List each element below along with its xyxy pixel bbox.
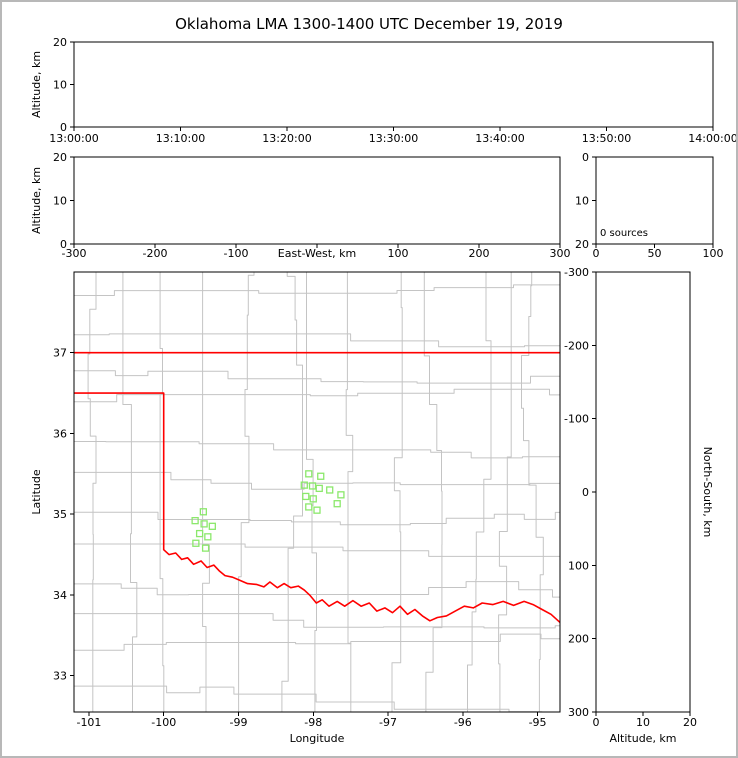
- svg-text:-101: -101: [76, 716, 101, 729]
- svg-text:-100: -100: [151, 716, 176, 729]
- svg-text:Altitude, km: Altitude, km: [30, 167, 43, 234]
- svg-text:0: 0: [582, 486, 589, 499]
- svg-text:13:40:00: 13:40:00: [475, 132, 524, 145]
- svg-text:100: 100: [568, 559, 589, 572]
- svg-text:20: 20: [575, 238, 589, 251]
- svg-text:Altitude, km: Altitude, km: [30, 51, 43, 118]
- svg-text:-96: -96: [454, 716, 472, 729]
- map-layers: [74, 272, 560, 712]
- svg-text:10: 10: [575, 195, 589, 208]
- svg-text:20: 20: [683, 716, 697, 729]
- svg-text:36: 36: [53, 427, 67, 440]
- svg-text:-300: -300: [62, 247, 87, 260]
- svg-text:Altitude, km: Altitude, km: [609, 732, 676, 745]
- svg-text:0: 0: [60, 121, 67, 134]
- svg-text:13:30:00: 13:30:00: [369, 132, 418, 145]
- svg-text:37: 37: [53, 347, 67, 360]
- svg-text:0: 0: [593, 716, 600, 729]
- svg-text:20: 20: [53, 36, 67, 49]
- svg-text:200: 200: [469, 247, 490, 260]
- svg-text:0: 0: [593, 247, 600, 260]
- svg-text:-200: -200: [564, 339, 589, 352]
- svg-text:-95: -95: [529, 716, 547, 729]
- svg-text:300: 300: [568, 706, 589, 719]
- svg-text:East-West, km: East-West, km: [278, 247, 356, 260]
- svg-text:33: 33: [53, 670, 67, 683]
- svg-text:-200: -200: [143, 247, 168, 260]
- panel-time-height: 13:00:00 13:10:00 13:20:00 13:30:00 13:40:00…: [30, 36, 736, 145]
- svg-text:35: 35: [53, 508, 67, 521]
- svg-text:20: 20: [53, 151, 67, 164]
- svg-text:-300: -300: [564, 266, 589, 279]
- county-lines: [74, 272, 560, 712]
- svg-text:13:50:00: 13:50:00: [582, 132, 631, 145]
- svg-text:13:00:00: 13:00:00: [49, 132, 98, 145]
- svg-text:10: 10: [53, 195, 67, 208]
- svg-text:0: 0: [582, 151, 589, 164]
- panel-east-west-altitude: -300 -200 -100 100 200 300 East-West, km 0 10 20 A…: [30, 151, 571, 260]
- source-count-annotation: 0 sources: [600, 228, 648, 239]
- svg-text:-100: -100: [224, 247, 249, 260]
- svg-text:-99: -99: [230, 716, 248, 729]
- state-border: [74, 351, 560, 623]
- svg-text:34: 34: [53, 589, 67, 602]
- svg-text:Latitude: Latitude: [30, 469, 43, 515]
- panel-altitude-north-south: 0 10 20 Altitude, km 300 200 100 0 -100 -200 -300 N…: [564, 266, 714, 745]
- svg-text:0: 0: [60, 238, 67, 251]
- svg-text:100: 100: [388, 247, 409, 260]
- svg-text:-98: -98: [304, 716, 322, 729]
- panel-plan-view-map: -101 -100 -99 -98 -97 -96 -95 Longitude 33 34 35 36…: [30, 271, 561, 745]
- svg-text:North-South, km: North-South, km: [701, 447, 714, 538]
- svg-text:10: 10: [53, 79, 67, 92]
- svg-text:14:00:00: 14:00:00: [688, 132, 736, 145]
- svg-text:300: 300: [550, 247, 571, 260]
- svg-text:50: 50: [648, 247, 662, 260]
- svg-text:100: 100: [703, 247, 724, 260]
- station-markers: [191, 470, 345, 552]
- svg-text:200: 200: [568, 633, 589, 646]
- svg-text:10: 10: [636, 716, 650, 729]
- figure-title: Oklahoma LMA 1300-1400 UTC December 19, …: [175, 15, 563, 33]
- svg-text:-100: -100: [564, 413, 589, 426]
- svg-text:13:20:00: 13:20:00: [262, 132, 311, 145]
- svg-text:13:10:00: 13:10:00: [156, 132, 205, 145]
- svg-text:-97: -97: [379, 716, 397, 729]
- svg-text:Longitude: Longitude: [290, 732, 345, 745]
